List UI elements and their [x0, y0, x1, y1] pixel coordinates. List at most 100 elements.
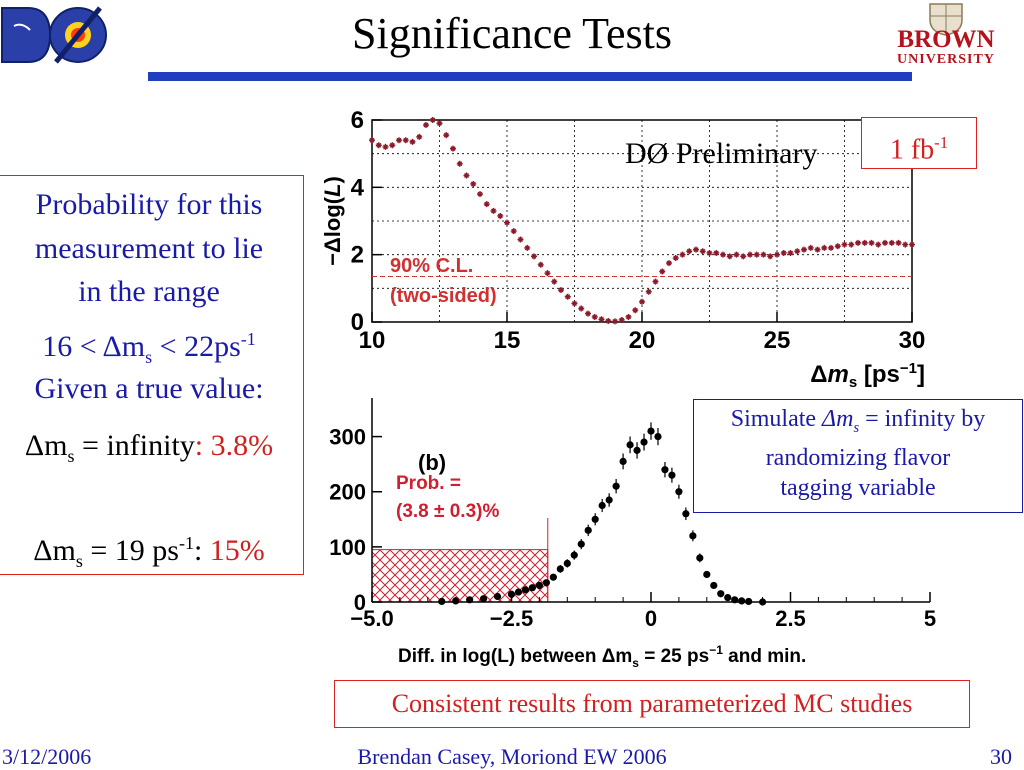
top-data-point — [504, 219, 510, 226]
bottom-plot-ticks: −5.0 −2.5 0 2.5 5 0 100 200 300 — [329, 425, 936, 631]
bottom-x-tick-label: 5 — [924, 606, 936, 631]
range-sup: -1 — [240, 329, 256, 349]
bottom-data-point — [647, 427, 655, 435]
top-data-point — [861, 239, 868, 246]
ylabel-var: L — [320, 183, 345, 196]
inf-prefix: Δm — [24, 429, 68, 462]
top-data-point — [726, 253, 733, 260]
xlabel-var: m — [828, 361, 849, 388]
top-data-point — [531, 253, 537, 260]
top-data-point — [450, 145, 456, 152]
bottom-data-point — [724, 593, 732, 602]
bottom-data-point — [577, 540, 585, 548]
xlabel-sup: −1 — [900, 360, 917, 377]
top-x-tick-label: 20 — [629, 327, 656, 354]
sim-line1-var: Δm — [822, 406, 854, 432]
top-data-point — [605, 317, 612, 324]
bottom-x-tick-label: 0 — [645, 606, 657, 631]
legend-preliminary: DØ Preliminary — [625, 137, 817, 170]
top-data-point — [639, 298, 645, 305]
range-prefix: 16 < Δm — [42, 330, 146, 363]
bottom-data-point — [745, 597, 753, 606]
bottom-data-point — [521, 586, 530, 594]
bottom-data-point — [675, 488, 683, 496]
cl-label-2: (two-sided) — [390, 285, 497, 307]
top-data-point — [686, 248, 693, 255]
xlabel-pre: Δ — [810, 361, 827, 388]
bottom-data-point — [682, 510, 690, 518]
top-data-point — [389, 142, 396, 149]
prob-line-1: Probability for this — [35, 188, 263, 221]
top-x-tick-label: 15 — [494, 327, 521, 354]
prob-line-3: in the range — [78, 275, 220, 308]
bottom-data-point — [612, 482, 620, 490]
bottom-data-point — [689, 532, 697, 540]
bottom-y-tick-label: 200 — [329, 480, 366, 505]
footer-page-number: 30 — [990, 744, 1012, 769]
top-data-point — [652, 278, 659, 285]
bottom-data-point — [480, 595, 488, 603]
footer-date: 3/12/2006 — [2, 744, 92, 769]
bottom-plot-points — [438, 422, 767, 606]
top-data-point — [733, 251, 740, 258]
bottom-data-point — [507, 590, 516, 598]
top-plot: 10 15 20 25 30 0 2 4 6 90% C.L. (two-sided) DØ P… — [320, 107, 925, 391]
top-data-point — [571, 300, 578, 307]
xlabel-unit: [ps — [857, 361, 900, 388]
nineteen-sup: -1 — [178, 533, 194, 553]
sim-line-1: Simulate Δms = infinity by — [694, 404, 1022, 443]
top-data-point — [841, 241, 848, 248]
top-data-point — [517, 236, 524, 243]
top-data-point — [699, 248, 706, 255]
xlabel-sub: s — [849, 374, 857, 391]
footer-author: Brendan Casey, Moriond EW 2006 — [357, 744, 667, 769]
top-data-point — [612, 318, 618, 325]
xlabel-end: ] — [917, 361, 925, 388]
sim-line1-post: = infinity by — [859, 406, 986, 432]
given-line: Given a true value: — [34, 372, 264, 405]
top-data-point — [369, 137, 375, 144]
top-data-point — [693, 246, 699, 253]
bxlabel-sub: s — [632, 656, 639, 670]
top-data-point — [902, 241, 909, 248]
nineteen-prefix: Δm — [33, 534, 76, 567]
consistency-note: Consistent results from parameterized MC… — [334, 680, 970, 728]
bxlabel-tail: = 25 ps — [639, 646, 709, 667]
bottom-data-point — [584, 526, 592, 534]
bottom-data-point — [738, 597, 746, 605]
range-mid: < 22ps — [152, 330, 241, 363]
top-data-point — [490, 207, 497, 214]
top-data-point — [564, 293, 571, 300]
top-x-axis-label: Δms [ps−1] — [810, 360, 925, 391]
top-data-point — [909, 241, 915, 248]
bottom-data-point — [549, 573, 557, 581]
top-data-point — [875, 241, 882, 248]
top-data-point — [821, 244, 828, 251]
prob-line-2: measurement to lie — [34, 232, 264, 265]
sim-line1-sub: s — [853, 419, 860, 436]
panel-b-label: (b) — [418, 450, 446, 475]
ylabel-suffix: ) — [320, 176, 345, 183]
top-y-axis-label: −Δlog(L) — [320, 176, 345, 266]
top-data-point — [632, 307, 639, 314]
top-data-point — [551, 278, 558, 285]
top-data-point — [720, 251, 726, 258]
top-data-point — [382, 143, 389, 150]
top-x-tick-label: 25 — [764, 327, 791, 354]
inf-sub: s — [67, 446, 75, 466]
top-data-point — [834, 243, 841, 250]
top-y-tick-label: 2 — [351, 242, 364, 269]
top-data-point — [443, 132, 450, 139]
top-data-point — [666, 260, 672, 267]
top-data-point — [625, 313, 632, 320]
bottom-plot: −5.0 −2.5 0 2.5 5 0 100 200 300 (b) Prob. = (3.8… — [329, 398, 936, 670]
nineteen-value: 15% — [209, 534, 265, 567]
bottom-data-point — [626, 441, 634, 449]
bottom-y-tick-label: 300 — [329, 425, 366, 450]
top-y-tick-label: 0 — [351, 309, 364, 336]
sim-line1-pre: Simulate — [730, 406, 823, 432]
top-data-point — [416, 133, 423, 140]
d0-logo-icon — [1, 6, 107, 64]
top-data-point — [659, 268, 666, 275]
